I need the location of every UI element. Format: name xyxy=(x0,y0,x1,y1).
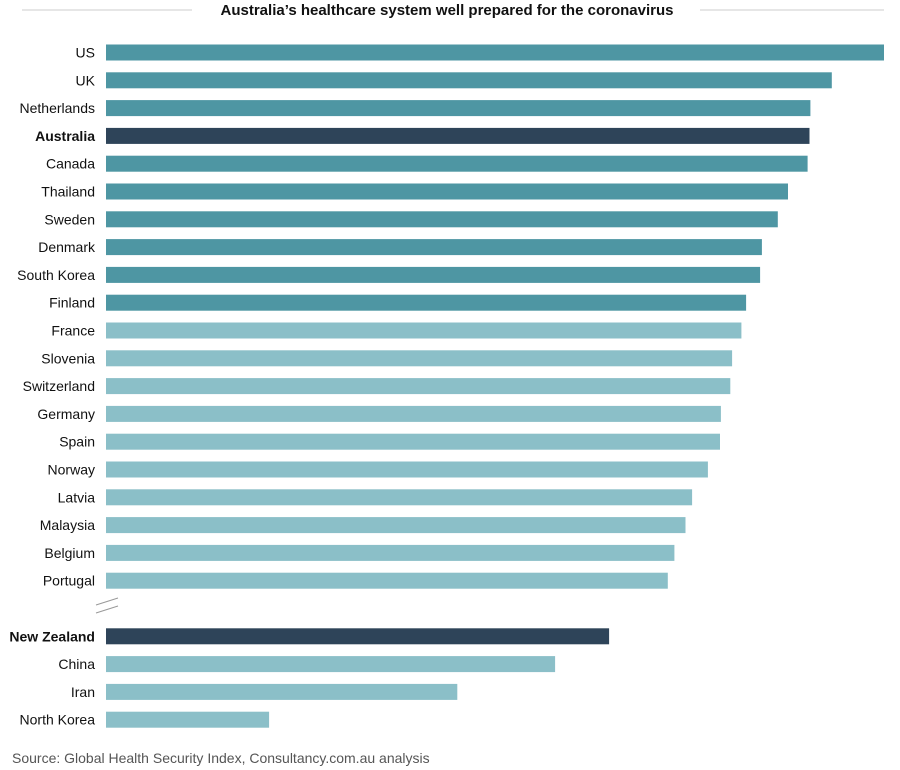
category-label-slovenia: Slovenia xyxy=(41,350,95,366)
bar-france xyxy=(106,322,742,339)
bar-norway xyxy=(106,461,708,478)
category-label-north-korea: North Korea xyxy=(20,712,96,728)
category-label-latvia: Latvia xyxy=(58,489,96,505)
category-label-denmark: Denmark xyxy=(38,239,96,255)
category-label-finland: Finland xyxy=(49,295,95,311)
category-label-spain: Spain xyxy=(59,434,95,450)
bar-australia xyxy=(106,127,810,144)
bar-netherlands xyxy=(106,100,811,117)
bar-portugal xyxy=(106,572,668,589)
category-label-norway: Norway xyxy=(48,462,95,478)
category-labels: US UK Netherlands Australia Canada Thailand Sw… xyxy=(9,45,96,728)
bar-south-korea xyxy=(106,266,761,283)
category-label-switzerland: Switzerland xyxy=(23,378,95,394)
category-label-china: China xyxy=(58,656,95,672)
category-label-france: France xyxy=(51,323,95,339)
category-label-uk: UK xyxy=(76,72,96,88)
bar-us xyxy=(106,44,884,61)
category-label-belgium: Belgium xyxy=(44,545,95,561)
category-label-south-korea: South Korea xyxy=(17,267,95,283)
category-label-us: US xyxy=(76,45,95,61)
category-label-canada: Canada xyxy=(46,156,95,172)
chart-source: Source: Global Health Security Index, Co… xyxy=(12,750,430,766)
bar-china xyxy=(106,656,556,673)
category-label-sweden: Sweden xyxy=(44,211,95,227)
axis-break-icon xyxy=(95,597,119,614)
category-label-netherlands: Netherlands xyxy=(20,100,96,116)
bar-malaysia xyxy=(106,517,686,534)
category-label-germany: Germany xyxy=(37,406,95,422)
category-label-new-zealand: New Zealand xyxy=(9,628,95,644)
category-label-iran: Iran xyxy=(71,684,95,700)
category-label-thailand: Thailand xyxy=(41,184,95,200)
bar-finland xyxy=(106,294,747,311)
bar-slovenia xyxy=(106,350,733,367)
bar-iran xyxy=(106,683,458,700)
bar-north-korea xyxy=(106,711,270,728)
bar-latvia xyxy=(106,489,693,506)
bar-new-zealand xyxy=(106,628,610,645)
bar-germany xyxy=(106,405,721,422)
category-label-portugal: Portugal xyxy=(43,573,95,589)
bars-layer xyxy=(106,44,884,728)
bar-spain xyxy=(106,433,720,450)
bar-switzerland xyxy=(106,378,731,395)
bar-uk xyxy=(106,72,832,89)
bar-canada xyxy=(106,155,808,172)
category-label-malaysia: Malaysia xyxy=(40,517,95,533)
chart-title: Australia’s healthcare system well prepa… xyxy=(221,2,674,19)
bar-sweden xyxy=(106,211,778,228)
category-label-australia: Australia xyxy=(35,128,95,144)
bar-denmark xyxy=(106,239,762,256)
bar-belgium xyxy=(106,544,675,561)
bar-thailand xyxy=(106,183,788,200)
